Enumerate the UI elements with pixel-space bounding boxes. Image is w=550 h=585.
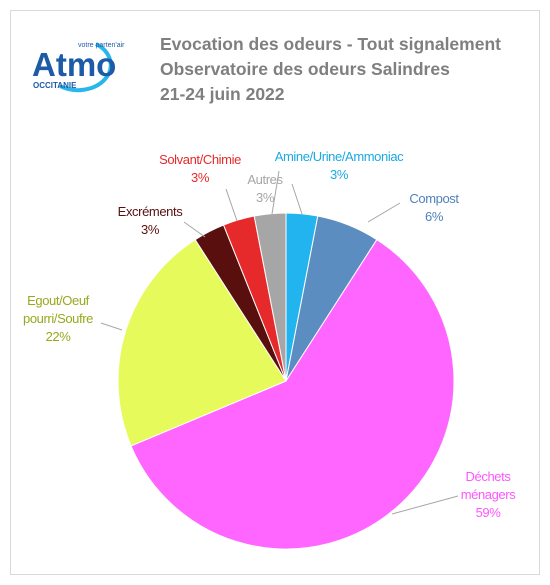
pie-slice xyxy=(130,238,455,550)
leader-line xyxy=(391,495,459,515)
category-label: Egout/Oeuf pourri/Soufre xyxy=(23,293,93,326)
pie-slice xyxy=(117,238,287,447)
logo-region: OCCITANIE xyxy=(33,81,77,90)
category-label: Solvant/Chimie xyxy=(159,152,241,167)
category-label: Autres xyxy=(247,172,283,187)
slice-label: Excréments 3% xyxy=(105,203,195,239)
logo-name: Atmo xyxy=(32,46,116,83)
leader-line xyxy=(291,183,303,215)
slice-label: Egout/Oeuf pourri/Soufre 22% xyxy=(14,292,102,346)
leader-line xyxy=(367,202,401,223)
value-label: 3% xyxy=(330,167,348,182)
value-label: 3% xyxy=(256,190,274,205)
value-label: 22% xyxy=(45,329,71,344)
value-label: 3% xyxy=(191,170,209,185)
category-label: Excréments xyxy=(117,204,183,219)
chart-title: Evocation des odeurs - Tout signalement xyxy=(160,34,501,54)
category-label: Amine/Urine/Ammoniac xyxy=(274,149,404,164)
category-label: Déchets ménagers xyxy=(460,469,516,502)
logo-tagline: votre parten'air xyxy=(78,42,125,49)
slice-label: Amine/Urine/Ammoniac 3% xyxy=(269,148,409,184)
value-label: 3% xyxy=(141,222,159,237)
slice-label: Déchets ménagers 59% xyxy=(456,468,520,522)
leader-line xyxy=(100,322,123,331)
logo-swoosh xyxy=(59,42,113,93)
chart-date: 21-24 juin 2022 xyxy=(160,84,285,104)
leader-line xyxy=(271,170,280,215)
leader-line xyxy=(183,221,206,238)
slice-label: Solvant/Chimie 3% xyxy=(150,151,250,187)
slice-label: Compost 6% xyxy=(394,190,474,226)
leader-line xyxy=(225,188,238,222)
value-label: 59% xyxy=(475,505,501,520)
slice-label: Autres 3% xyxy=(240,171,290,207)
chart-subtitle: Observatoire des odeurs Salindres xyxy=(160,59,450,79)
pie-slice xyxy=(253,212,287,382)
category-label: Compost xyxy=(409,191,459,206)
value-label: 6% xyxy=(425,209,443,224)
